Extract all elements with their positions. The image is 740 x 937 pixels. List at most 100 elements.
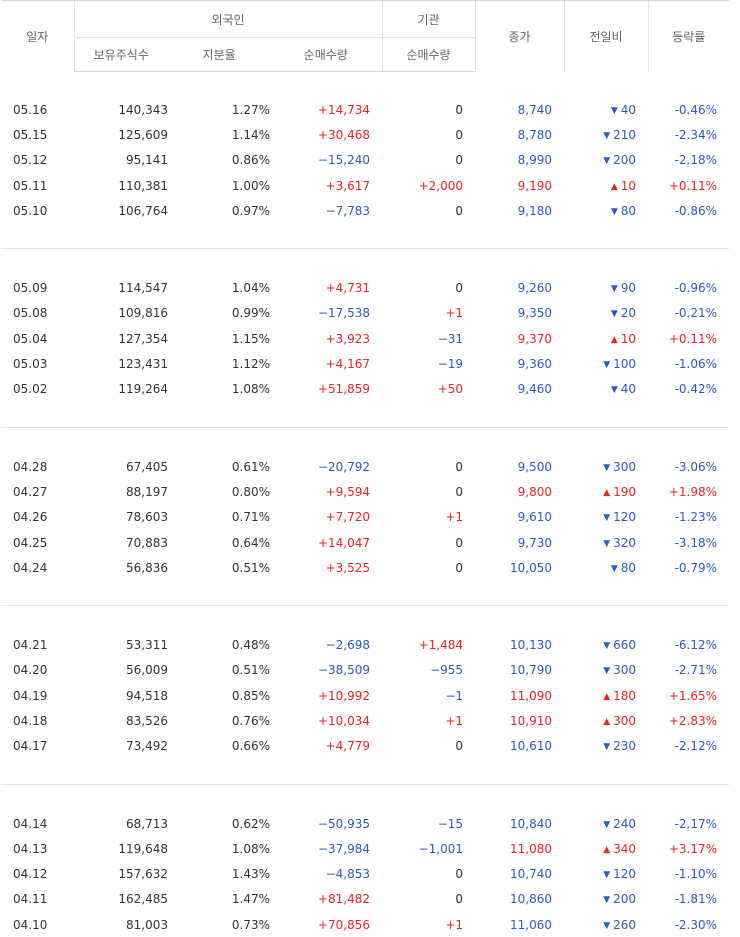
holdings-cell: 109,816 [74,301,168,326]
rate-cell: +0.11% [648,326,729,351]
change-value: 200 [613,153,636,167]
holdings-cell: 83,526 [74,708,168,733]
ratio-cell: 1.12% [168,351,270,376]
spacer-cell [1,607,729,632]
foreign-net-cell: +51,859 [270,377,382,402]
close-cell: 9,360 [475,351,564,376]
change-value: 40 [621,103,636,117]
inst-net-cell: 0 [382,734,475,759]
ratio-cell: 1.27% [168,97,270,122]
header-ratio: 지분율 [168,38,270,72]
close-cell: 9,370 [475,326,564,351]
inst-net-cell: −31 [382,326,475,351]
foreign-net-cell: +4,167 [270,351,382,376]
spacer-cell [1,580,729,606]
rate-cell: -0.21% [648,301,729,326]
foreign-net-cell: +10,034 [270,708,382,733]
date-cell: 05.02 [1,377,74,402]
change-cell: ▼80 [564,555,648,580]
rate-cell: -2.71% [648,658,729,683]
group-spacer [1,607,729,632]
holdings-cell: 78,603 [74,505,168,530]
foreign-net-cell: +14,734 [270,97,382,122]
change-cell: ▼40 [564,377,648,402]
change-value: 260 [613,918,636,932]
holdings-cell: 114,547 [74,275,168,300]
group-spacer [1,429,729,454]
foreign-net-cell: +70,856 [270,912,382,937]
rate-cell: -3.18% [648,530,729,555]
holdings-cell: 157,632 [74,862,168,887]
rate-cell: -2.17% [648,811,729,836]
header-foreign-net: 순매수량 [270,38,382,72]
inst-net-cell: −955 [382,658,475,683]
date-cell: 05.08 [1,301,74,326]
spacer-cell [1,786,729,811]
close-cell: 11,060 [475,912,564,937]
triangle-down-icon: ▼ [603,131,610,141]
change-value: 10 [621,179,636,193]
ratio-cell: 1.08% [168,377,270,402]
change-cell: ▼20 [564,301,648,326]
close-cell: 9,190 [475,173,564,198]
triangle-down-icon: ▼ [611,385,618,395]
holdings-cell: 67,405 [74,454,168,479]
ratio-cell: 0.62% [168,811,270,836]
foreign-net-cell: −17,538 [270,301,382,326]
triangle-up-icon: ▲ [603,845,610,855]
change-value: 20 [621,306,636,320]
rate-cell: +3.17% [648,836,729,861]
rate-cell: -1.10% [648,862,729,887]
close-cell: 10,610 [475,734,564,759]
change-cell: ▼200 [564,887,648,912]
inst-net-cell: −1,001 [382,836,475,861]
date-cell: 04.17 [1,734,74,759]
triangle-down-icon: ▼ [611,106,618,116]
triangle-up-icon: ▲ [603,488,610,498]
foreign-net-cell: +7,720 [270,505,382,530]
change-value: 320 [613,536,636,550]
date-cell: 04.12 [1,862,74,887]
group-spacer [1,759,729,785]
date-cell: 04.26 [1,505,74,530]
inst-net-cell: 0 [382,148,475,173]
date-cell: 04.13 [1,836,74,861]
rate-cell: -0.86% [648,198,729,223]
inst-net-cell: −15 [382,811,475,836]
rate-cell: -3.06% [648,454,729,479]
change-value: 80 [621,204,636,218]
date-cell: 05.09 [1,275,74,300]
ratio-cell: 1.08% [168,836,270,861]
inst-net-cell: +1,484 [382,632,475,657]
rate-cell: +1.98% [648,479,729,504]
foreign-net-cell: +30,468 [270,122,382,147]
rate-cell: -2.18% [648,148,729,173]
spacer-cell [1,72,729,98]
inst-net-cell: 0 [382,97,475,122]
change-value: 180 [613,689,636,703]
change-cell: ▲10 [564,173,648,198]
change-value: 10 [621,332,636,346]
holdings-cell: 73,492 [74,734,168,759]
rate-cell: -2.12% [648,734,729,759]
foreign-net-cell: +9,594 [270,479,382,504]
rate-cell: -1.23% [648,505,729,530]
holdings-cell: 127,354 [74,326,168,351]
foreign-net-cell: +4,779 [270,734,382,759]
triangle-down-icon: ▼ [603,870,610,880]
ratio-cell: 1.43% [168,862,270,887]
holdings-cell: 81,003 [74,912,168,937]
